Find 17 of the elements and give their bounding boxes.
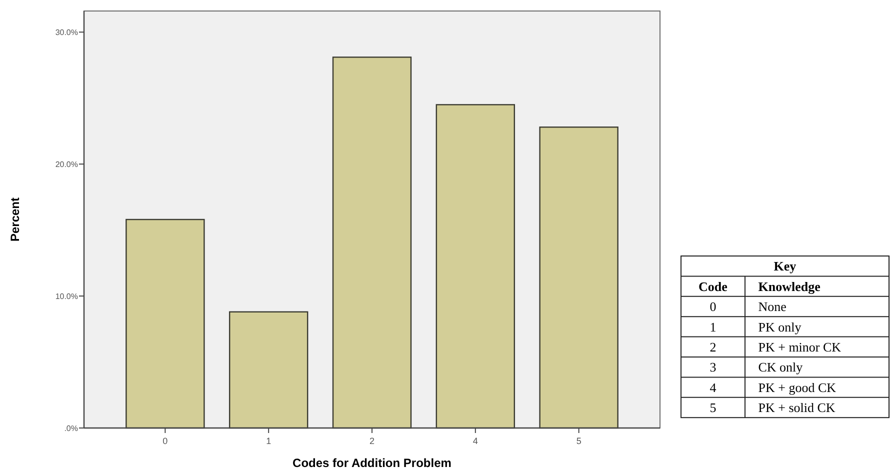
x-tick-label: 2 <box>369 436 375 446</box>
y-tick-label: 20.0% <box>55 160 78 169</box>
x-tick-label: 1 <box>266 436 272 446</box>
y-tick-label: 10.0% <box>55 292 78 301</box>
bar <box>539 126 618 429</box>
key-table: Key Code Knowledge 0 None 1 PK only 2 PK + minor CK 3 CK only 4 PK + good CK 5 PK + solid CK <box>680 256 890 418</box>
bar <box>126 218 205 429</box>
x-tick-label: 0 <box>162 436 168 446</box>
y-tick-label: 30.0% <box>55 28 78 37</box>
bar <box>436 104 516 429</box>
x-tick-label: 5 <box>576 436 582 446</box>
y-axis-title: Percent <box>8 197 22 242</box>
x-tick-label: 4 <box>472 436 478 446</box>
bar <box>332 56 412 429</box>
x-axis-title: Codes for Addition Problem <box>292 456 452 470</box>
y-tick-label: .0% <box>64 424 78 433</box>
bar <box>228 311 308 429</box>
